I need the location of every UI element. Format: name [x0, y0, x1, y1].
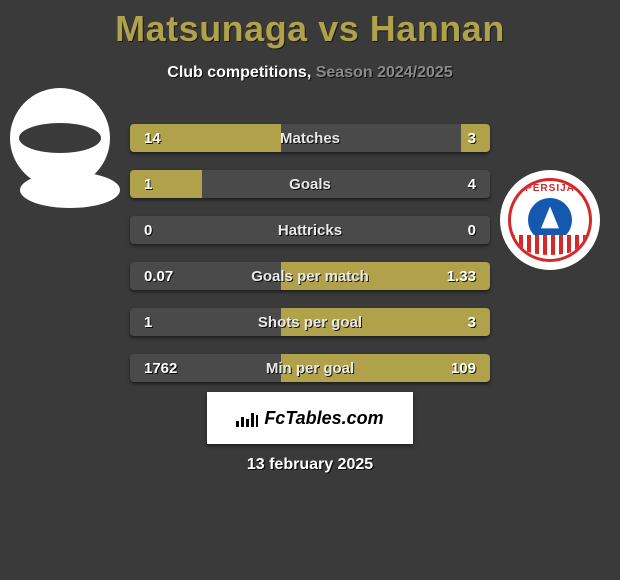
- stat-value-right: 109: [451, 354, 476, 382]
- subtitle-prefix: Club competitions,: [167, 64, 315, 81]
- stat-label: Matches: [130, 124, 490, 152]
- stat-value-right: 1.33: [447, 262, 476, 290]
- stat-row: 14Matches3: [130, 124, 490, 152]
- bar-chart-icon: [236, 409, 258, 427]
- title-right: Hannan: [370, 8, 505, 49]
- stat-label: Shots per goal: [130, 308, 490, 336]
- team-badge-right: PERSIJA: [500, 170, 600, 270]
- comparison-card: Matsunaga vs Hannan Club competitions, S…: [0, 0, 620, 580]
- stat-value-right: 3: [468, 124, 476, 152]
- persija-crest-icon: PERSIJA: [508, 178, 592, 262]
- stat-value-right: 3: [468, 308, 476, 336]
- subtitle-season: Season 2024/2025: [316, 64, 453, 81]
- stat-row: 1762Min per goal109: [130, 354, 490, 382]
- icon-bar: [246, 419, 249, 427]
- fctables-logo: FcTables.com: [207, 392, 413, 444]
- stat-row: 0Hattricks0: [130, 216, 490, 244]
- date-text: 13 february 2025: [0, 456, 620, 474]
- icon-bar: [251, 413, 254, 427]
- stat-label: Goals per match: [130, 262, 490, 290]
- stat-label: Min per goal: [130, 354, 490, 382]
- icon-bar: [256, 415, 259, 427]
- stat-label: Hattricks: [130, 216, 490, 244]
- page-title: Matsunaga vs Hannan: [0, 0, 620, 50]
- team-badge-left-secondary: [20, 172, 120, 208]
- crest-stripes-icon: [511, 235, 589, 255]
- subtitle: Club competitions, Season 2024/2025: [0, 64, 620, 82]
- stat-value-right: 0: [468, 216, 476, 244]
- icon-bar: [236, 421, 239, 427]
- title-left: Matsunaga: [115, 8, 308, 49]
- icon-bar: [241, 417, 244, 427]
- title-mid: vs: [318, 8, 359, 49]
- crest-text: PERSIJA: [511, 183, 589, 194]
- stat-row: 1Shots per goal3: [130, 308, 490, 336]
- stats-rows: 14Matches3 1Goals4 0Hattricks0 0.07Goals pe…: [130, 124, 490, 400]
- stat-value-right: 4: [468, 170, 476, 198]
- stat-row: 0.07Goals per match1.33: [130, 262, 490, 290]
- stat-row: 1Goals4: [130, 170, 490, 198]
- logo-text: FcTables.com: [264, 408, 383, 429]
- stat-label: Goals: [130, 170, 490, 198]
